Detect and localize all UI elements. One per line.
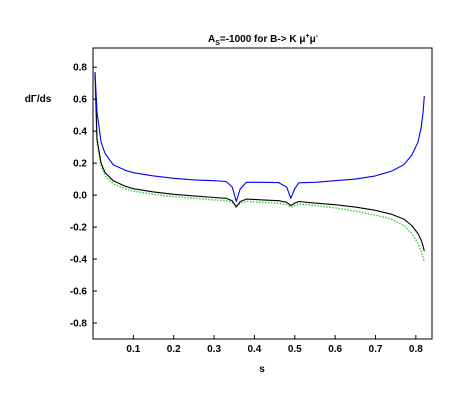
title-rest: =-1000 for B-> K	[220, 34, 299, 45]
x-tick-label: 0.5	[288, 344, 302, 355]
y-tick-label: 0.2	[73, 159, 87, 170]
y-tick-label: 0.4	[73, 127, 87, 138]
plot-area	[94, 71, 425, 263]
y-tick-label: 0.0	[73, 191, 87, 202]
plot-frame	[92, 47, 433, 340]
chart-title: AS=-1000 for B-> K μ+μ-	[208, 33, 319, 47]
x-tick-label: 0.6	[328, 344, 342, 355]
title-mu: μ	[299, 34, 305, 45]
y-tick-label: -0.8	[70, 319, 88, 330]
y-axis-label: dΓ/ds	[25, 94, 52, 105]
title-a-sub: S	[215, 40, 220, 47]
y-tick-label: -0.6	[70, 287, 88, 298]
x-tick-label: 0.4	[247, 344, 261, 355]
svg-text:AS=-1000 for B-> K μ+μ-: AS=-1000 for B-> K μ+μ-	[208, 33, 319, 47]
y-tick-label: 0.8	[73, 63, 87, 74]
series-line-1	[94, 71, 425, 203]
y-tick-label: -0.4	[70, 255, 88, 266]
title-a: A	[208, 34, 215, 45]
x-tick-label: 0.3	[207, 344, 221, 355]
x-tick-label: 0.1	[126, 344, 140, 355]
x-tick-label: 0.8	[409, 344, 423, 355]
title-minus: -	[316, 33, 319, 40]
y-tick-label: -0.2	[70, 223, 88, 234]
series-line-3	[94, 75, 425, 263]
x-tick-label: 0.2	[167, 344, 181, 355]
x-tick-label: 0.7	[369, 344, 383, 355]
series-line-2	[94, 71, 425, 252]
axes: 0.1 0.2 0.3 0.4 0.5 0.6 0.7 0.8 0.8 0.6 0.4 0.2 0.0 -…	[70, 63, 423, 355]
title-mu-2: μ	[310, 34, 316, 45]
x-axis-label: s	[259, 364, 265, 375]
y-tick-label: 0.6	[73, 95, 87, 106]
title-plus: +	[305, 33, 309, 40]
